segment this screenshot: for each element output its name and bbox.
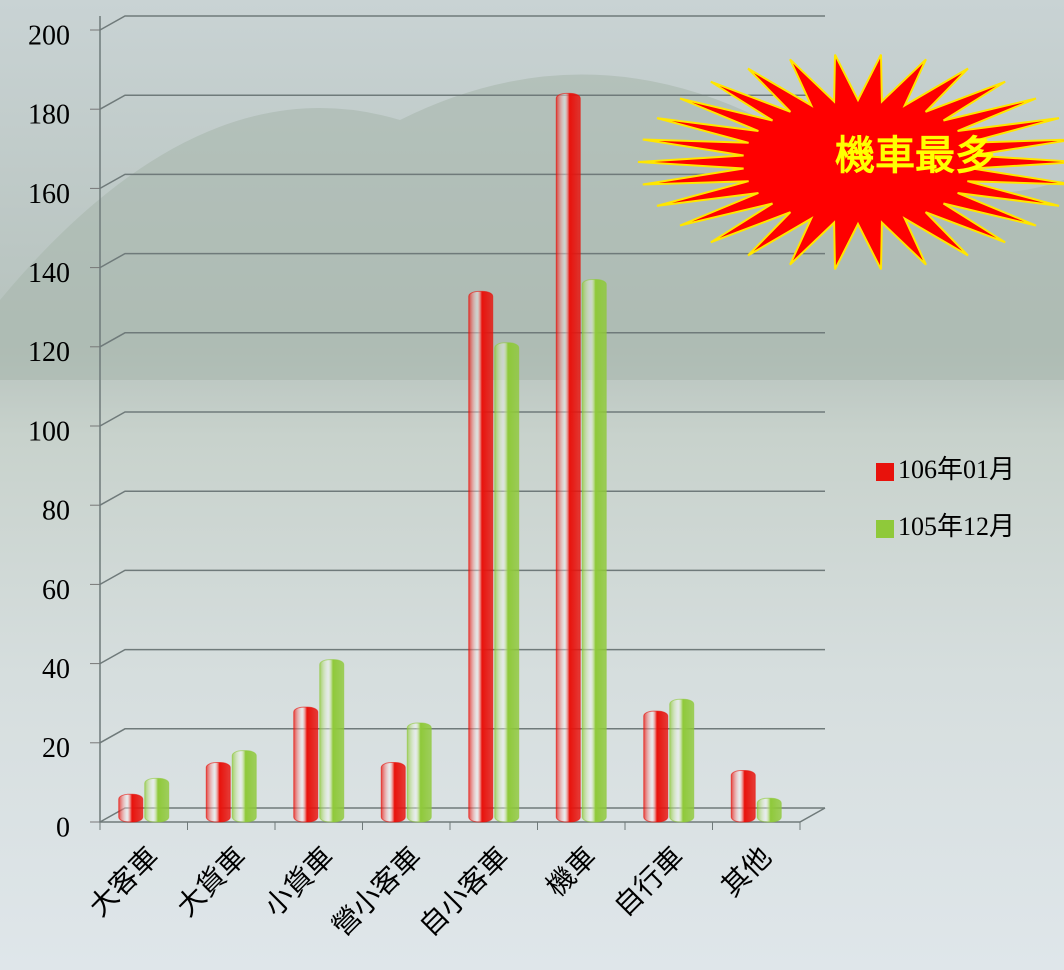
bar [730,769,756,823]
annotation: 機車最多 [637,54,1064,270]
legend-swatch [876,463,894,481]
grid-line [99,252,825,269]
grid-line [99,15,825,31]
bar [756,797,782,823]
bar [319,659,345,823]
bar [118,793,144,823]
y-tick-label: 0 [56,812,70,843]
bar [643,710,669,823]
bar [205,762,231,823]
annotation-text: 機車最多 [835,133,995,178]
bar [555,92,581,823]
y-tick-label: 140 [28,258,70,289]
y-tick-label: 80 [42,496,70,527]
y-tick-label: 40 [42,654,70,685]
grid-line [99,94,825,110]
bar [494,342,520,823]
y-tick-label: 120 [28,337,70,368]
bar [293,706,319,823]
bar [144,777,170,823]
y-tick-label: 180 [28,100,70,131]
y-tick-label: 20 [42,733,70,764]
y-tick-label: 200 [28,20,70,51]
y-tick-label: 160 [28,179,70,210]
legend-swatch [876,520,894,538]
legend-label: 106年01月 [898,455,1015,484]
bar [231,750,257,823]
bar [581,278,607,823]
bar [468,290,494,823]
starburst [637,54,1064,270]
bar [406,722,432,823]
y-tick-label: 60 [42,575,70,606]
bar [380,762,406,823]
y-tick-label: 100 [28,416,70,447]
grid-line [99,173,825,190]
bar [669,698,695,823]
legend-label: 105年12月 [898,512,1015,541]
